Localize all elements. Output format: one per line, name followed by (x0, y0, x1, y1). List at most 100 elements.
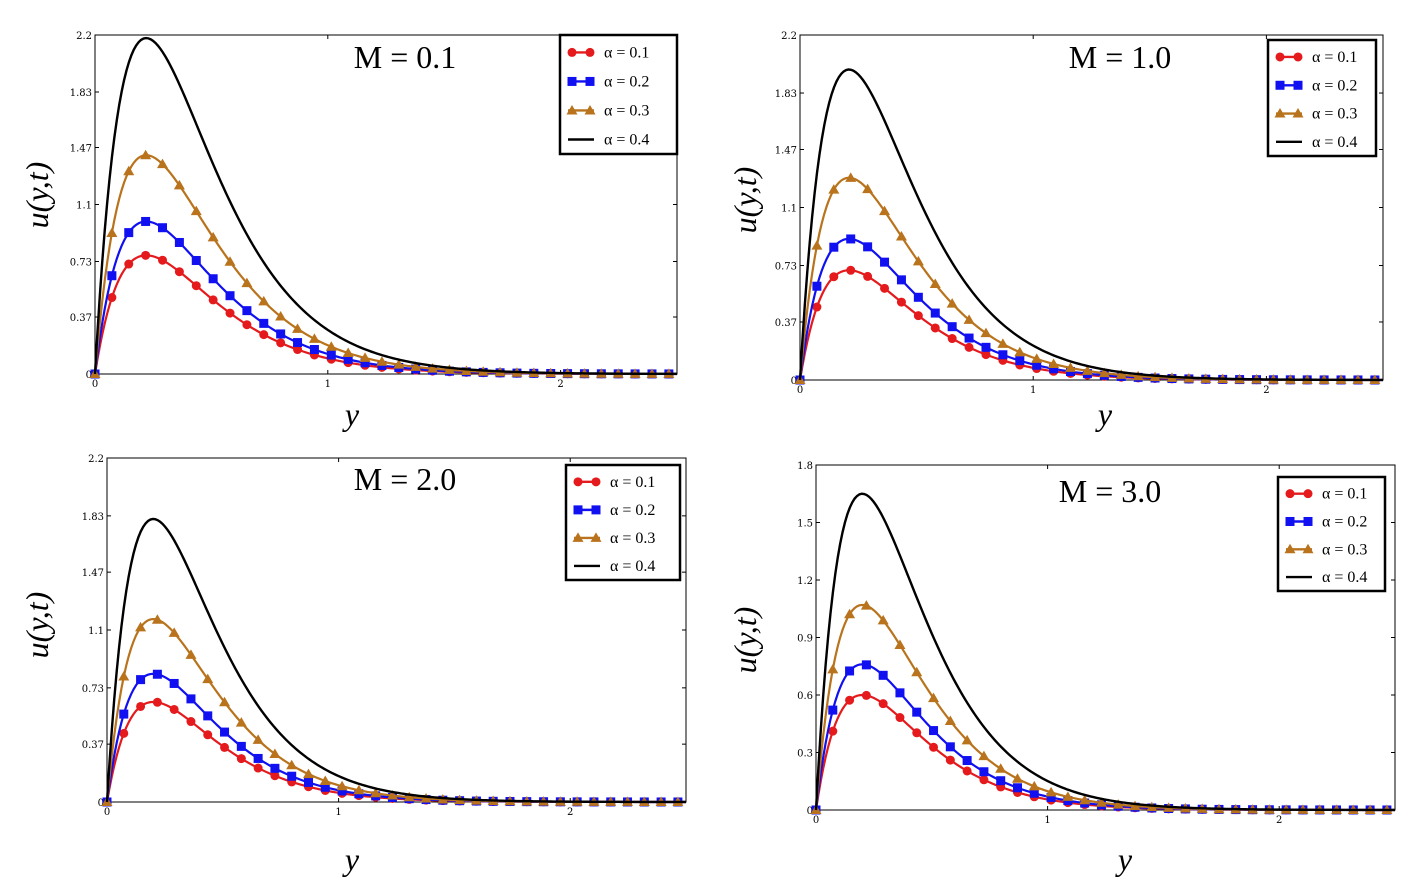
data-point (141, 216, 151, 226)
data-point (812, 281, 822, 291)
data-point (878, 699, 888, 709)
data-point (336, 780, 348, 791)
data-point (846, 265, 856, 275)
y-tick-label: 0.73 (82, 684, 104, 695)
data-point (929, 278, 941, 289)
data-point (912, 255, 924, 266)
y-tick-label: 1.83 (82, 512, 104, 523)
x-tick-label: 1 (335, 807, 341, 818)
data-point (913, 292, 923, 302)
data-point (203, 730, 213, 740)
data-point (1048, 358, 1060, 368)
data-point (152, 669, 162, 679)
data-point (168, 627, 180, 637)
series-line (814, 663, 1395, 812)
data-point (276, 329, 286, 339)
y-tick-label: 2.2 (76, 31, 92, 42)
data-point (930, 308, 940, 318)
y-tick-label: 1.47 (70, 143, 92, 154)
x-tick-label: 0 (92, 379, 98, 390)
y-axis-label: u(y,t) (19, 592, 55, 659)
legend-box (1276, 475, 1387, 593)
data-point (896, 275, 906, 285)
data-point (136, 675, 146, 685)
data-point (1046, 792, 1056, 802)
legend-label: α = 0.3 (1312, 106, 1357, 123)
data-point (829, 272, 839, 282)
x-tick-label: 1 (325, 379, 331, 390)
data-point (141, 250, 151, 260)
data-point (174, 267, 184, 277)
chart-title: M = 0.1 (354, 39, 457, 75)
data-point (861, 660, 871, 670)
data-point (275, 311, 287, 321)
y-tick-label: 1.47 (82, 568, 104, 579)
data-point (997, 338, 1009, 348)
legend-marker (566, 104, 578, 115)
data-point (219, 696, 231, 707)
data-point (443, 364, 455, 374)
data-point (880, 283, 890, 293)
data-point (1029, 788, 1039, 798)
legend-label: α = 0.2 (604, 73, 649, 90)
data-point (979, 775, 989, 785)
data-point (325, 341, 337, 351)
data-point (946, 298, 958, 308)
legend: α = 0.1 α = 0.2 α = 0.3 α = 0.4 (564, 463, 682, 582)
legend-label: α = 0.2 (610, 502, 655, 519)
data-point (220, 727, 230, 737)
data-point (292, 323, 304, 333)
x-tick-label: 1 (1030, 385, 1036, 396)
data-point (979, 767, 989, 777)
chart-svg: 0 0.3 0.6 0.9 1.2 1.5 1.8 0 1 2 M = 3.0 u(y,t) y α = … (727, 461, 1396, 877)
series--0-2 (102, 669, 686, 807)
data-point (895, 230, 907, 241)
data-point (1031, 353, 1043, 363)
legend-marker (573, 505, 583, 515)
y-tick-label: 0 (86, 370, 92, 381)
legend-label: α = 0.4 (610, 558, 655, 575)
data-point (894, 639, 906, 650)
y-tick-label: 1.83 (70, 88, 92, 99)
data-point (359, 352, 371, 362)
data-point (259, 330, 269, 340)
y-tick-label: 1.2 (797, 576, 813, 587)
legend-label: α = 0.1 (610, 474, 655, 491)
legend-label: α = 0.1 (1322, 486, 1367, 503)
series-line (798, 176, 1384, 382)
data-point (1112, 799, 1124, 809)
data-point (1015, 356, 1025, 366)
x-axis-label: y (342, 396, 360, 432)
data-point (270, 763, 280, 773)
legend-marker (591, 477, 601, 487)
y-tick-label: 2.2 (88, 454, 104, 465)
data-point (169, 704, 179, 714)
y-tick-label: 0 (98, 798, 104, 809)
legend-marker (584, 104, 596, 115)
data-point (241, 277, 253, 288)
legend-label: α = 0.3 (610, 530, 655, 547)
legend-marker (567, 47, 577, 57)
legend-marker (1292, 108, 1304, 118)
data-point (427, 363, 439, 373)
data-point (319, 775, 331, 785)
data-point (962, 766, 972, 776)
data-point (337, 786, 347, 796)
series-line (93, 36, 678, 376)
legend-marker (590, 532, 602, 542)
y-tick-label: 0 (791, 376, 797, 387)
x-axis-label: y (1115, 841, 1133, 877)
data-point (1062, 791, 1074, 801)
data-point (360, 358, 370, 368)
data-point (135, 621, 147, 632)
data-point (293, 345, 303, 355)
data-point (124, 228, 134, 238)
data-point (829, 242, 839, 252)
data-point (191, 255, 201, 265)
legend-label: α = 0.3 (604, 102, 649, 119)
data-point (236, 741, 246, 751)
data-point (846, 234, 856, 244)
data-point (895, 688, 905, 698)
x-tick-label: 2 (557, 379, 563, 390)
data-point (1065, 362, 1077, 372)
